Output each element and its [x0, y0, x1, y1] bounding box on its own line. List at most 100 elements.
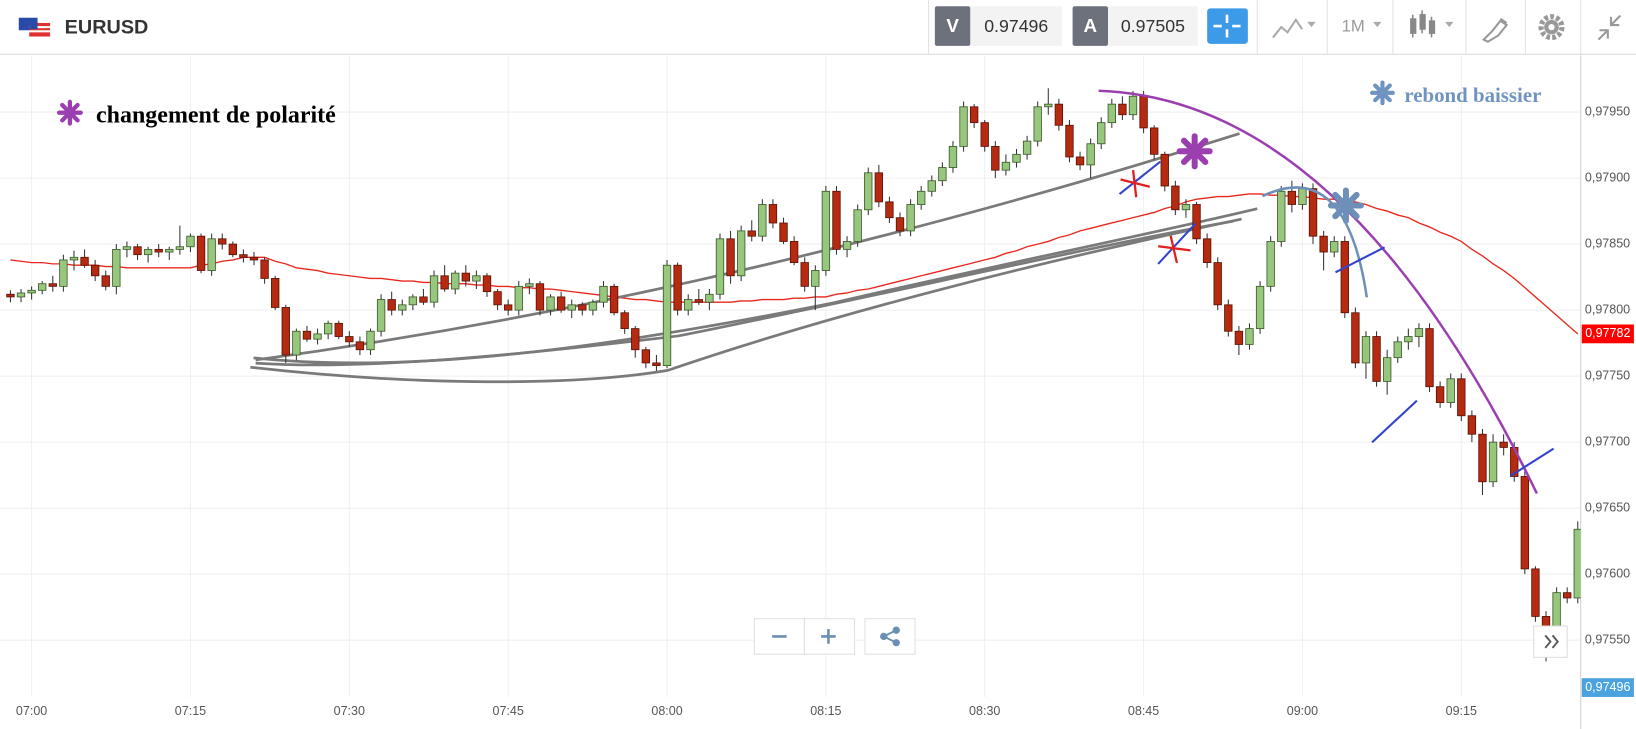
candle-body — [578, 304, 587, 311]
y-tick-label: 0,97950 — [1585, 104, 1630, 118]
candle-body — [1563, 592, 1572, 599]
candle-body — [906, 204, 915, 232]
share-button[interactable] — [864, 618, 916, 655]
candle-body — [1330, 241, 1339, 253]
timeframe[interactable]: 1M — [1342, 17, 1365, 36]
candle-body — [90, 264, 100, 277]
candle-body — [1425, 328, 1434, 388]
candle-body — [684, 299, 693, 311]
flag-icon — [18, 17, 51, 37]
candle-body — [1351, 312, 1360, 364]
candle-body — [1287, 190, 1297, 205]
buy-price-box — [1108, 6, 1198, 46]
candle-body — [503, 304, 513, 311]
candle-body — [673, 264, 682, 311]
candle-body — [1012, 153, 1021, 163]
candle-body — [440, 275, 449, 290]
buy-label[interactable]: A — [1084, 15, 1098, 36]
buy-price: 0.97505 — [1121, 16, 1185, 36]
candle-body — [1171, 185, 1180, 211]
y-tick-label: 0,97700 — [1585, 434, 1630, 448]
candle-body — [599, 285, 608, 303]
candle-body — [758, 204, 767, 237]
annotation: changement de polarité — [96, 102, 336, 128]
candle-body — [1001, 161, 1011, 171]
candle-body — [567, 304, 576, 311]
collapse-button[interactable] — [1597, 14, 1622, 41]
candle-body — [874, 172, 884, 203]
candle-body — [429, 275, 439, 303]
candle-body — [419, 296, 428, 303]
candle-body — [133, 246, 142, 256]
buy-button[interactable] — [1072, 6, 1109, 46]
candle-body — [101, 275, 110, 287]
price-marker-label: 0,97496 — [1585, 680, 1630, 694]
candle-body — [1266, 241, 1275, 287]
candle-body — [1531, 568, 1540, 617]
crosshair-button[interactable] — [1207, 8, 1248, 44]
candle-body — [917, 190, 926, 205]
candle-body — [1255, 285, 1265, 330]
candle-body — [175, 246, 185, 250]
candle-body — [302, 330, 312, 340]
candle-body — [472, 275, 481, 282]
candle-body — [1319, 235, 1328, 253]
candle-body — [154, 248, 163, 253]
candle-body — [376, 299, 386, 332]
candle-body — [165, 248, 174, 253]
candle-body — [959, 106, 968, 147]
candle-body — [853, 209, 862, 242]
candle-body — [323, 322, 333, 335]
x-tick-label: 07:00 — [16, 704, 47, 718]
price-marker — [1581, 678, 1634, 697]
candle-body — [122, 246, 132, 250]
candle-body — [196, 235, 206, 271]
candle-body — [694, 299, 703, 303]
candle-body — [1065, 124, 1074, 158]
candle-body — [588, 301, 598, 311]
labels: 0,97550 0,97600 0,97650 0,97700 0,97750 0,978… — [16, 83, 1634, 718]
y-tick-label: 0,97900 — [1585, 170, 1630, 184]
x-tick-label: 07:30 — [334, 704, 365, 718]
candle-body — [1499, 441, 1508, 448]
candle-body — [885, 201, 894, 219]
sell-button[interactable] — [934, 6, 971, 46]
candle-body — [59, 259, 68, 287]
settings-button[interactable] — [1538, 14, 1565, 41]
candle-body — [112, 248, 121, 287]
price-marker-label: 0,97782 — [1585, 326, 1630, 340]
candle-body — [1234, 330, 1244, 345]
x-tick-label: 08:00 — [651, 704, 682, 718]
candle-body — [16, 292, 26, 298]
candle-body — [80, 256, 89, 266]
candle-body — [143, 248, 153, 256]
toolbar: EURUSD V 0.97496 A 0.97505 1M — [0, 0, 1636, 55]
candle-body — [27, 289, 36, 294]
candle-body — [969, 106, 979, 124]
candle-body — [38, 283, 47, 291]
candle-body — [482, 275, 492, 293]
candle-body — [1478, 433, 1487, 483]
candle-body — [631, 328, 640, 351]
x-tick-label: 08:45 — [1128, 704, 1159, 718]
y-tick-label: 0,97800 — [1585, 302, 1630, 316]
sell-label[interactable]: V — [946, 15, 959, 36]
draw-button[interactable] — [1481, 17, 1509, 43]
candle-body — [292, 330, 301, 356]
chart-type-button[interactable] — [1272, 17, 1316, 39]
scroll-right-button[interactable] — [1533, 625, 1568, 658]
candle-body — [1340, 241, 1349, 314]
candle-body — [726, 238, 735, 277]
candle-body — [1308, 188, 1318, 237]
candle-body — [535, 283, 545, 311]
candle-body — [1277, 190, 1286, 242]
candle-body — [832, 190, 841, 250]
candle-type-button[interactable] — [1410, 10, 1454, 38]
zoom-controls — [753, 618, 916, 655]
candle-body — [334, 322, 343, 337]
candle-body — [980, 122, 989, 147]
candle-body — [1435, 386, 1445, 403]
x-tick-label: 08:30 — [969, 704, 1000, 718]
